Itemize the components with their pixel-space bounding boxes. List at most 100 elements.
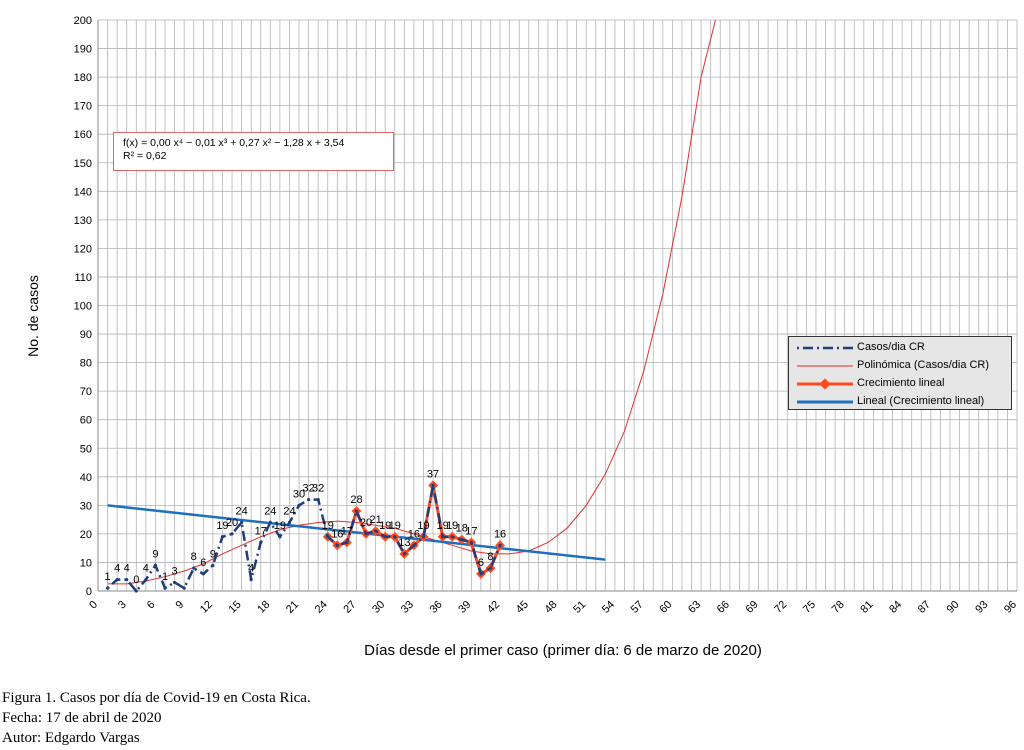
data-label: 32	[312, 483, 324, 495]
series-casos-point	[479, 572, 483, 576]
x-tick-label: 6	[145, 599, 158, 612]
y-tick-label: 10	[80, 557, 92, 569]
series-casos-point	[287, 520, 292, 525]
data-label: 4	[248, 563, 254, 575]
y-tick-label: 100	[74, 301, 92, 313]
x-tick-label: 51	[571, 599, 588, 616]
series-casos-point	[230, 532, 234, 536]
series-casos-point	[268, 520, 272, 525]
x-tick-label: 63	[686, 599, 703, 616]
legend-label-polinomica: Polinómica (Casos/dia CR)	[857, 359, 990, 371]
x-tick-label: 87	[916, 599, 933, 616]
legend-label-casos: Casos/dia CR	[857, 341, 925, 353]
data-label: 4	[143, 563, 149, 575]
data-label: 19	[216, 520, 228, 532]
trendline-equation: f(x) = 0,00 x⁴ − 0,01 x³ + 0,27 x² − 1,2…	[123, 137, 345, 149]
data-label: 6	[200, 557, 206, 569]
x-tick-labels: 0 3 6 9 12 15 18 21 24 27 30 33 36 39 42 45 48 51 54 57 60 63…	[87, 599, 1019, 616]
x-tick-label: 75	[801, 599, 818, 616]
x-tick-label: 36	[428, 599, 445, 616]
data-label: 4	[114, 563, 120, 575]
series-casos-point	[316, 498, 320, 502]
data-label: 8	[191, 551, 197, 563]
data-label: 28	[350, 494, 362, 506]
x-tick-label: 90	[945, 599, 962, 616]
caption-line-2: Fecha: 17 de abril de 2020	[2, 710, 162, 726]
x-tick-label: 78	[830, 599, 847, 616]
x-tick-label: 21	[284, 599, 301, 616]
data-label: 9	[210, 548, 216, 560]
data-label: 16	[494, 528, 506, 540]
y-tick-label: 50	[80, 443, 92, 455]
data-label: 32	[302, 483, 314, 495]
series-casos-line	[106, 485, 502, 593]
axes	[97, 20, 1017, 592]
series-casos-point	[153, 563, 158, 567]
data-label: 1	[162, 571, 168, 583]
series-casos-point	[134, 589, 138, 593]
series-casos-point	[144, 577, 148, 582]
trendline-r2: R² = 0,62	[123, 150, 167, 162]
x-tick-label: 3	[116, 599, 129, 612]
series-casos-point	[192, 566, 196, 570]
series-casos-point	[297, 503, 301, 507]
data-label: 17	[465, 525, 477, 537]
y-tick-label: 90	[80, 329, 92, 341]
y-tick-label: 150	[74, 158, 92, 170]
series-casos-point	[393, 535, 397, 539]
x-tick-label: 66	[715, 599, 732, 616]
data-label: 16	[331, 528, 343, 540]
data-label: 6	[478, 557, 484, 569]
legend-item-lineal: Lineal (Crecimiento lineal)	[795, 393, 1009, 411]
series-casos-point	[211, 563, 215, 567]
x-tick-label: 33	[399, 599, 416, 616]
x-tick-label: 27	[341, 599, 358, 616]
y-tick-label: 0	[86, 586, 92, 598]
series-casos-point	[278, 535, 282, 539]
data-label: 8	[487, 551, 493, 563]
x-tick-label: 24	[313, 599, 330, 616]
caption-line-3: Autor: Edgardo Vargas	[2, 730, 140, 746]
y-tick-labels: 0 10 20 30 40 50 60 70 80 90 100 110 120 130 140 150 160…	[74, 15, 92, 598]
data-label: 19	[379, 520, 391, 532]
data-label: 24	[283, 505, 295, 517]
x-tick-label: 18	[255, 599, 272, 616]
x-tick-label: 12	[198, 599, 215, 616]
series-layer	[105, 19, 716, 593]
series-casos-point	[259, 540, 263, 545]
legend: Casos/dia CR Polinómica (Casos/dia CR) C…	[788, 336, 1012, 410]
data-label: 19	[274, 520, 286, 532]
x-axis-label: Días desde el primer caso (primer día: 6…	[364, 642, 762, 659]
grid-lines	[97, 19, 1018, 592]
legend-swatch-red-line	[797, 365, 853, 367]
x-tick-label: 72	[772, 599, 789, 616]
series-lineal-line	[107, 504, 606, 561]
data-label: 37	[427, 468, 439, 480]
series-casos-point	[307, 498, 311, 502]
data-label: 13	[398, 537, 410, 549]
series-casos-point	[488, 566, 493, 570]
data-label: 3	[172, 565, 178, 577]
legend-item-crecimiento: Crecimiento lineal	[795, 375, 1009, 393]
data-label: 17	[255, 525, 267, 537]
series-casos-point	[498, 543, 502, 547]
caption-line-1: Figura 1. Casos por día de Covid-19 en C…	[2, 690, 311, 706]
data-label: 20	[226, 517, 238, 529]
series-casos-point	[383, 535, 387, 539]
series-casos-point	[201, 572, 205, 576]
series-casos-point	[402, 552, 406, 556]
data-label: 19	[322, 520, 334, 532]
y-axis-label: No. de casos	[25, 275, 41, 357]
y-tick-label: 160	[74, 129, 92, 141]
series-casos-point	[345, 540, 349, 545]
series-casos-point	[450, 535, 454, 539]
series-casos-point	[354, 509, 359, 513]
data-label: 9	[152, 548, 158, 560]
data-label: 19	[446, 520, 458, 532]
x-tick-label: 0	[87, 599, 100, 612]
data-label: 30	[293, 488, 305, 500]
chart: 0 3 6 9 12 15 18 21 24 27 30 33 36 39 42 45 48 51 54 57 60 63…	[25, 15, 1019, 659]
series-casos-point	[326, 535, 330, 539]
x-tick-label: 57	[629, 599, 646, 616]
